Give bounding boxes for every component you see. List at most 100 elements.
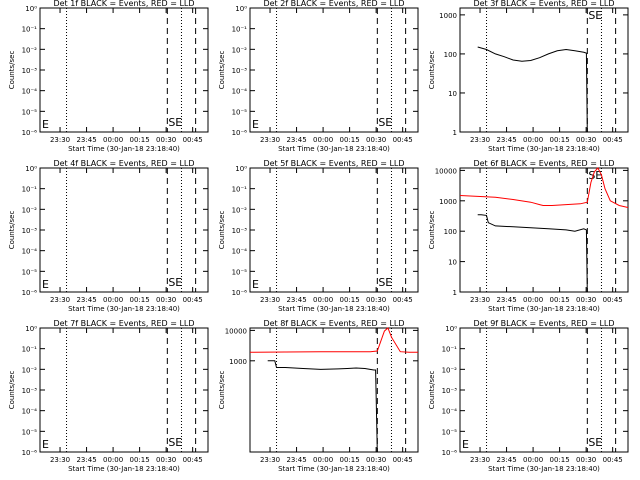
axes-box bbox=[459, 327, 629, 453]
x-tick-label: 00:30 bbox=[576, 456, 596, 464]
annotation-label: SE bbox=[168, 116, 182, 129]
y-tick-label: 10⁻⁶ bbox=[232, 289, 248, 297]
y-tick-label: 10⁰ bbox=[235, 5, 247, 13]
annotation-label: E bbox=[42, 278, 49, 291]
y-tick-label: 10⁻² bbox=[22, 206, 38, 214]
axes-box bbox=[459, 7, 629, 133]
axes-box bbox=[249, 7, 419, 133]
x-tick-label: 23:30 bbox=[470, 456, 490, 464]
y-tick-label: 1000 bbox=[439, 12, 457, 20]
y-tick-label: 1 bbox=[453, 129, 457, 137]
x-tick-label: 00:00 bbox=[103, 296, 123, 304]
annotation-label: E bbox=[42, 438, 49, 451]
y-tick-label: 10⁻⁴ bbox=[22, 248, 38, 256]
y-tick-label: 1 bbox=[453, 289, 457, 297]
x-axis-label: Start Time (30-Jan-18 23:18:40) bbox=[278, 465, 390, 473]
annotation-label: SE bbox=[378, 116, 392, 129]
annotation-label: SE bbox=[168, 436, 182, 449]
x-tick-label: 00:00 bbox=[523, 456, 543, 464]
y-axis-label: Counts/sec bbox=[428, 211, 436, 250]
y-tick-label: 10⁻³ bbox=[232, 227, 248, 235]
y-tick-label: 10 bbox=[448, 90, 457, 98]
x-tick-label: 23:45 bbox=[496, 296, 516, 304]
x-tick-label: 00:00 bbox=[523, 296, 543, 304]
x-tick-label: 00:30 bbox=[366, 296, 386, 304]
y-tick-label: 10⁰ bbox=[445, 325, 457, 333]
x-tick-label: 00:45 bbox=[183, 456, 203, 464]
x-tick-label: 00:45 bbox=[603, 296, 623, 304]
x-tick-label: 00:15 bbox=[130, 136, 150, 144]
y-tick-label: 10⁰ bbox=[25, 165, 37, 173]
x-tick-label: 00:30 bbox=[156, 296, 176, 304]
y-tick-label: 10⁻⁴ bbox=[22, 408, 38, 416]
x-tick-label: 00:30 bbox=[576, 136, 596, 144]
x-tick-label: 00:15 bbox=[130, 296, 150, 304]
y-tick-label: 10⁻² bbox=[232, 206, 248, 214]
y-axis-label: Counts/sec bbox=[218, 371, 226, 410]
detector-panel: Det 6f BLACK = Events, RED = LLD Counts/s… bbox=[428, 159, 629, 313]
y-tick-label: 10⁻³ bbox=[22, 67, 38, 75]
y-axis-label: Counts/sec bbox=[428, 51, 436, 90]
y-tick-label: 10⁻¹ bbox=[22, 186, 38, 194]
panel-title: Det 7f BLACK = Events, RED = LLD bbox=[53, 319, 194, 328]
x-tick-label: 00:15 bbox=[340, 136, 360, 144]
y-tick-label: 10⁻¹ bbox=[442, 346, 458, 354]
x-axis-label: Start Time (30-Jan-18 23:18:40) bbox=[68, 465, 180, 473]
y-tick-label: 10⁻¹ bbox=[232, 186, 248, 194]
events-series-line bbox=[477, 46, 588, 133]
annotation-label: E bbox=[42, 118, 49, 131]
panel-title: Det 9f BLACK = Events, RED = LLD bbox=[473, 319, 614, 328]
annotation-label: SE bbox=[168, 276, 182, 289]
x-tick-label: 00:30 bbox=[366, 136, 386, 144]
events-series-line bbox=[477, 214, 588, 293]
y-tick-label: 10⁻⁶ bbox=[442, 449, 458, 457]
y-tick-label: 10⁻² bbox=[232, 46, 248, 54]
panel-title: Det 3f BLACK = Events, RED = LLD bbox=[473, 0, 614, 8]
panel-title: Det 1f BLACK = Events, RED = LLD bbox=[53, 0, 194, 8]
detector-panel: Det 8f BLACK = Events, RED = LLD Counts/s… bbox=[218, 319, 419, 473]
x-axis-label: Start Time (30-Jan-18 23:18:40) bbox=[68, 305, 180, 313]
x-tick-label: 00:00 bbox=[103, 456, 123, 464]
y-axis-label: Counts/sec bbox=[428, 371, 436, 410]
annotation-label: E bbox=[462, 438, 469, 451]
x-tick-label: 00:45 bbox=[603, 136, 623, 144]
detector-panel: Det 7f BLACK = Events, RED = LLD Counts/s… bbox=[8, 319, 209, 473]
x-tick-label: 00:30 bbox=[576, 296, 596, 304]
panel-title: Det 5f BLACK = Events, RED = LLD bbox=[263, 159, 404, 168]
x-tick-label: 00:15 bbox=[340, 296, 360, 304]
x-tick-label: 23:45 bbox=[286, 456, 306, 464]
y-tick-label: 10000 bbox=[435, 167, 457, 175]
y-tick-label: 10⁻³ bbox=[232, 67, 248, 75]
annotation-label: SE bbox=[378, 276, 392, 289]
detector-panel: Det 4f BLACK = Events, RED = LLD Counts/s… bbox=[8, 159, 209, 313]
y-tick-label: 10⁻⁶ bbox=[22, 289, 38, 297]
y-tick-label: 10⁻³ bbox=[22, 387, 38, 395]
detector-panel: Det 5f BLACK = Events, RED = LLD Counts/s… bbox=[218, 159, 419, 313]
y-tick-label: 10⁻⁶ bbox=[22, 449, 38, 457]
y-tick-label: 10⁰ bbox=[235, 165, 247, 173]
y-tick-label: 10⁻⁵ bbox=[22, 268, 38, 276]
y-axis-label: Counts/sec bbox=[8, 51, 16, 90]
x-tick-label: 23:45 bbox=[76, 296, 96, 304]
x-axis-label: Start Time (30-Jan-18 23:18:40) bbox=[488, 465, 600, 473]
x-axis-label: Start Time (30-Jan-18 23:18:40) bbox=[488, 305, 600, 313]
annotation-label: SE bbox=[588, 436, 602, 449]
x-tick-label: 00:15 bbox=[130, 456, 150, 464]
y-tick-label: 10⁻³ bbox=[442, 387, 458, 395]
y-axis-label: Counts/sec bbox=[218, 211, 226, 250]
x-tick-label: 00:00 bbox=[103, 136, 123, 144]
y-tick-label: 10⁻⁵ bbox=[232, 268, 248, 276]
y-tick-label: 10⁻⁶ bbox=[232, 129, 248, 137]
y-tick-label: 10⁻² bbox=[22, 46, 38, 54]
annotation-label: E bbox=[252, 278, 259, 291]
x-tick-label: 23:45 bbox=[286, 136, 306, 144]
x-tick-label: 00:15 bbox=[550, 136, 570, 144]
panel-title: Det 8f BLACK = Events, RED = LLD bbox=[263, 319, 404, 328]
x-tick-label: 23:30 bbox=[260, 296, 280, 304]
y-tick-label: 10⁻⁵ bbox=[442, 428, 458, 436]
x-axis-label: Start Time (30-Jan-18 23:18:40) bbox=[68, 145, 180, 153]
detector-panel: Det 3f BLACK = Events, RED = LLD Counts/s… bbox=[428, 0, 629, 153]
x-tick-label: 23:30 bbox=[50, 136, 70, 144]
y-tick-label: 10⁰ bbox=[25, 5, 37, 13]
